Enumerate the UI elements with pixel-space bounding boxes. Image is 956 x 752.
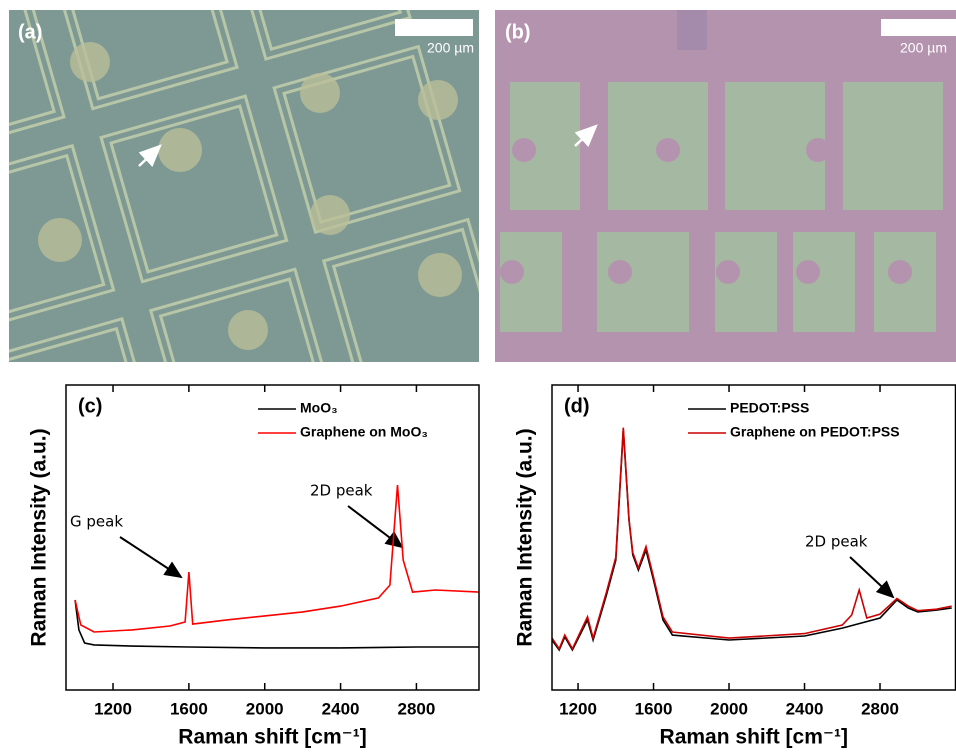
scale-label: 200 µm (900, 40, 947, 56)
x-tick-label: 2800 (861, 699, 899, 718)
x-axis-title: Raman shift [cm⁻¹] (660, 726, 848, 749)
plot-frame (65, 384, 480, 691)
x-tick-label: 1600 (635, 699, 673, 718)
y-axis-title: Raman Intensity (a.u.) (514, 428, 537, 646)
arrow (849, 556, 895, 599)
x-tick-label: 1200 (94, 699, 132, 718)
x-tick-label: 2400 (322, 699, 360, 718)
scale-label: 200 µm (427, 40, 474, 56)
spectrum-line (74, 484, 480, 633)
legend-label: Graphene on MoO₃ (300, 424, 428, 440)
spectrum-line (74, 599, 479, 649)
annotation: 2D peak (805, 533, 868, 551)
x-tick-label: 2000 (710, 699, 748, 718)
arrow (119, 536, 183, 579)
x-tick-label: 1600 (170, 699, 208, 718)
x-tick-label: 2800 (398, 699, 436, 718)
legend-label: PEDOT:PSS (730, 400, 809, 416)
arrow (574, 124, 598, 148)
legend-label: Graphene on PEDOT:PSS (730, 424, 900, 440)
arrow (138, 144, 162, 168)
spectrum-line (551, 427, 952, 651)
panel-label: (d) (564, 395, 590, 417)
x-tick-label: 1200 (559, 699, 597, 718)
panel-label: (b) (505, 21, 531, 43)
panel-label: (a) (18, 21, 42, 43)
spectrum-line (551, 430, 952, 652)
y-axis-title: Raman Intensity (a.u.) (28, 428, 51, 646)
x-tick-label: 2000 (246, 699, 284, 718)
annotation: 2D peak (310, 482, 373, 500)
x-axis-title: Raman shift [cm⁻¹] (178, 726, 366, 749)
scale-bar (881, 19, 956, 36)
scale-bar (395, 19, 473, 36)
panel-label: (c) (78, 395, 102, 417)
micrograph-b (495, 10, 956, 362)
x-tick-label: 2400 (786, 699, 824, 718)
annotation: G peak (70, 513, 123, 531)
legend-label: MoO₃ (300, 400, 338, 416)
micrograph-a (9, 10, 479, 362)
